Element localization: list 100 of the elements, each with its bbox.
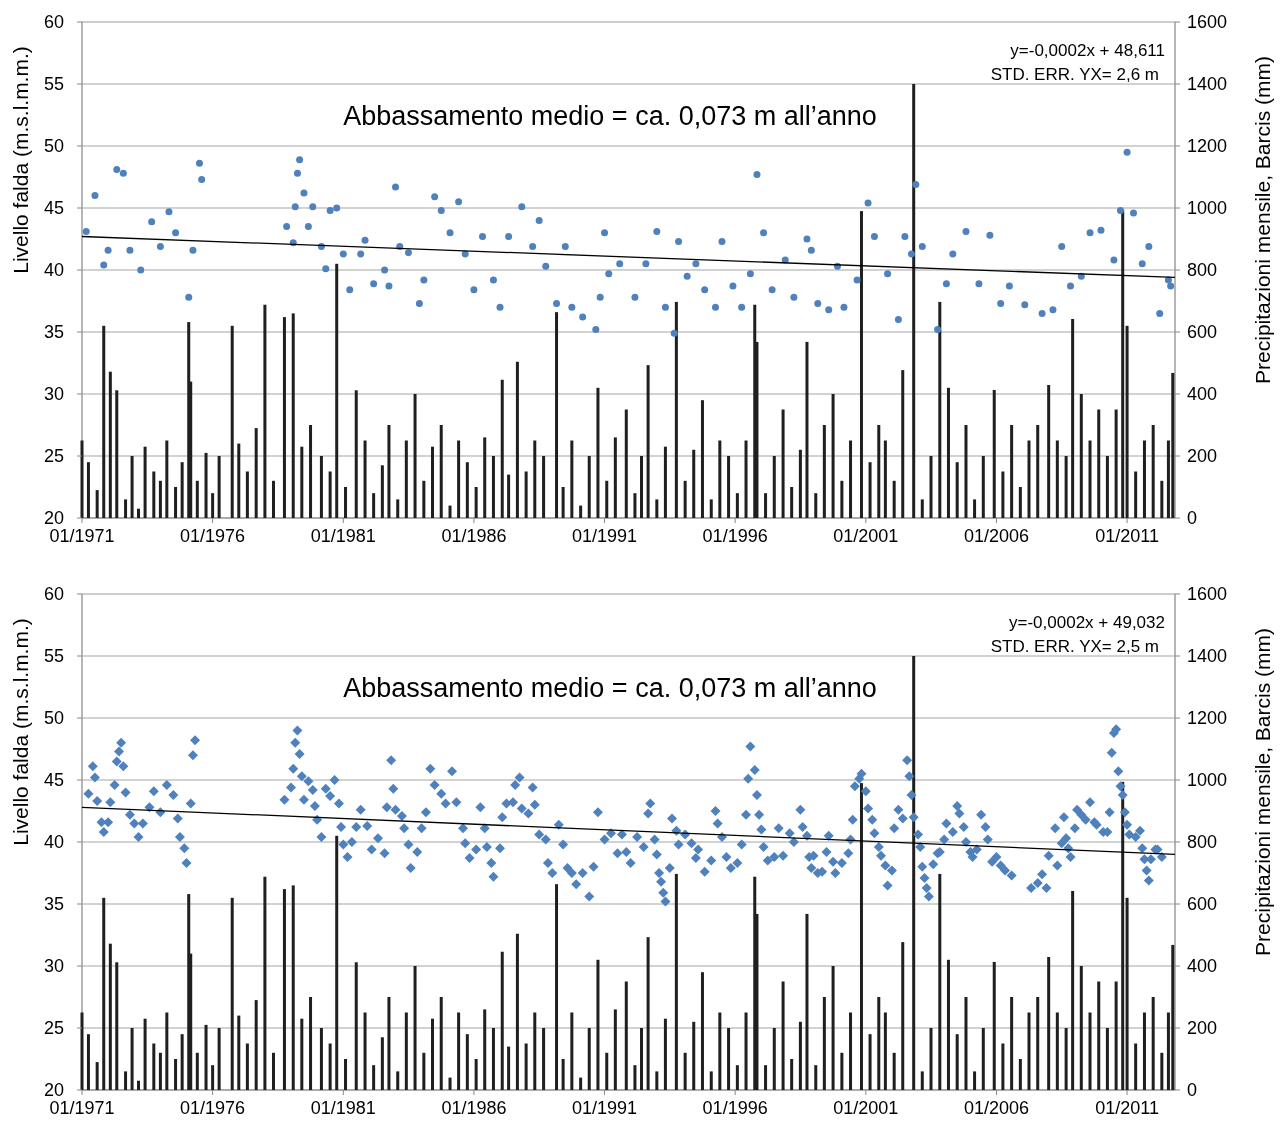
bar [570,1012,574,1090]
x-tick-label: 01/1986 [441,1098,507,1118]
y2-tick-label: 1400 [1187,74,1228,95]
bar [158,480,162,518]
bar [300,1018,304,1090]
bar [237,1015,241,1090]
bar [663,446,667,518]
bar [474,487,478,518]
x-tick-label: 01/1981 [310,1098,376,1118]
bar [655,499,659,518]
bar [515,933,519,1090]
bar [291,885,295,1090]
y-tick-label: 20 [43,508,64,529]
bar [1010,425,1014,518]
bar [204,1024,208,1090]
bar [579,505,583,518]
bar [901,942,905,1090]
bar [718,440,722,518]
bar [1160,1052,1164,1090]
y2-tick-label: 1200 [1187,708,1228,729]
bar [555,312,559,518]
bar [102,897,106,1090]
bar [387,997,391,1090]
bar [300,446,304,518]
bar [955,462,959,518]
bar [439,425,443,518]
bar [700,400,704,518]
bar [735,1065,739,1090]
bar [587,1028,591,1090]
bar [964,425,968,518]
bar [946,959,950,1090]
bar [309,997,313,1090]
bar [849,440,853,518]
bar [1114,409,1118,518]
bar [1114,981,1118,1090]
bar [735,493,739,518]
bar [877,425,881,518]
bar [500,951,504,1090]
bar [174,487,178,518]
bar [217,456,221,518]
bar [102,325,106,518]
bar [640,456,644,518]
y2-tick-label: 1200 [1187,136,1228,157]
bar [831,394,835,518]
bar [1142,440,1146,518]
x-tick-label: 01/2006 [963,526,1029,546]
x-tick-label: 01/1991 [572,1098,638,1118]
y2-tick-label: 200 [1187,1018,1218,1039]
annotation: STD. ERR. YX= 2,6 m [990,65,1159,84]
bar [973,499,977,518]
y-tick-label: 50 [43,708,64,729]
bar [805,913,809,1090]
x-tick-label: 01/1996 [702,526,768,546]
y2-tick-label: 1000 [1187,770,1228,791]
y2-tick-label: 800 [1187,260,1218,281]
bar [143,1018,147,1090]
y-tick-label: 45 [43,198,64,219]
bar [344,487,348,518]
bar [211,1065,215,1090]
bar [80,440,84,518]
bar [309,425,313,518]
bar [491,1028,495,1090]
bar [798,449,802,518]
bar [130,456,134,518]
bar [115,390,119,518]
bar [1151,997,1155,1090]
y2-tick-label: 0 [1187,1080,1198,1101]
bar [868,1034,872,1090]
bar [1036,425,1040,518]
bar [130,1028,134,1090]
bar [1055,440,1059,518]
bar [211,493,215,518]
bar [335,263,339,518]
bar [457,1012,461,1090]
bar [727,456,731,518]
bar [1134,471,1138,518]
y-tick-label: 35 [43,322,64,343]
bar [555,884,559,1090]
bar [868,462,872,518]
bar [86,1034,90,1090]
bar [1171,372,1175,518]
bar [579,1077,583,1090]
bar [448,505,452,518]
bar [422,480,426,518]
bar [633,1065,637,1090]
bar [920,1071,924,1090]
bar [1079,394,1083,518]
bar [80,1012,84,1090]
bar [901,370,905,518]
bar [457,440,461,518]
annotation: y=-0,0002x + 48,611 [1010,41,1165,60]
bar [465,462,469,518]
bar [396,499,400,518]
bar [396,1071,400,1090]
bar [877,997,881,1090]
bar [263,876,267,1090]
bar [483,437,487,518]
bar [165,1012,169,1090]
bar [849,1012,853,1090]
annotation: Abbassamento medio = ca. 0,073 m all’anno [343,101,877,131]
